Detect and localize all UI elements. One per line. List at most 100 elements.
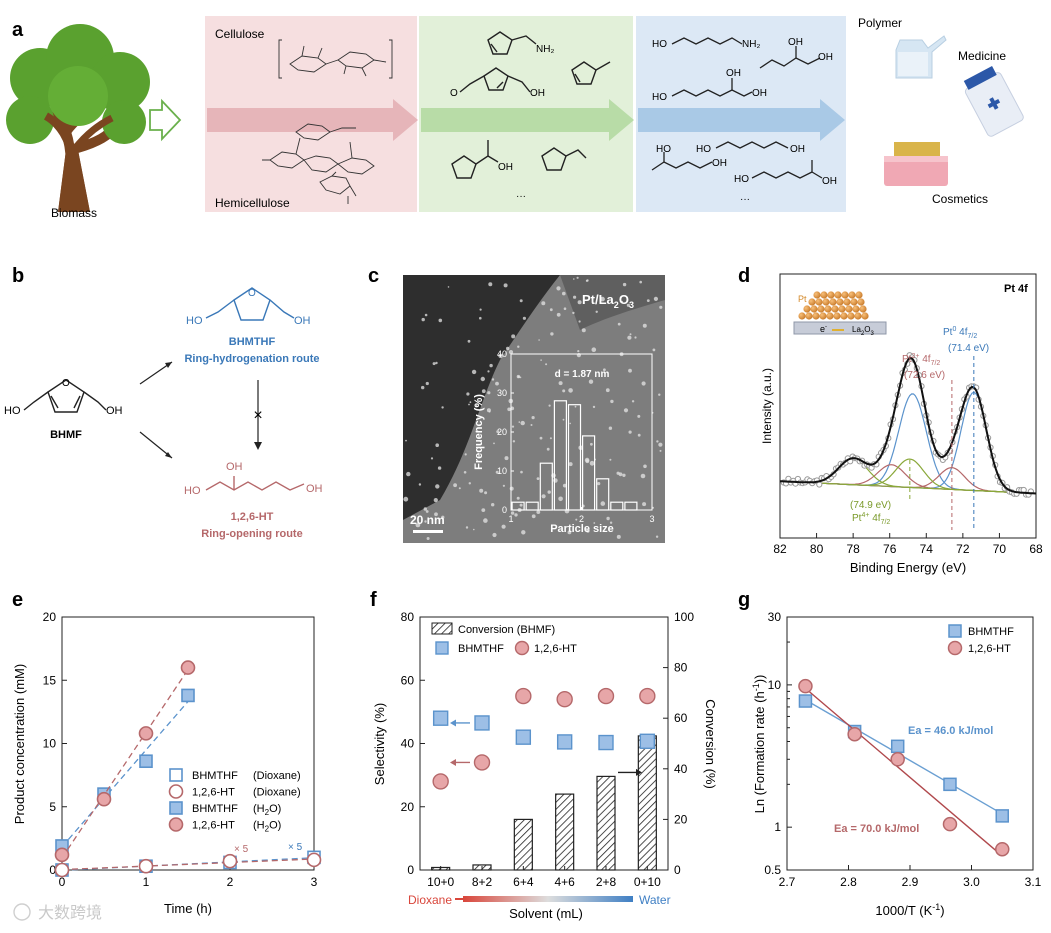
ht-ho: HO xyxy=(184,485,201,497)
inset-xtick-label: 2 xyxy=(579,514,584,524)
d-xtick-label: 82 xyxy=(773,542,787,556)
particle xyxy=(573,295,577,299)
ht-point xyxy=(432,773,449,790)
particle xyxy=(591,347,597,353)
e-ytick-label: 20 xyxy=(43,610,57,624)
f-arrowhead xyxy=(450,758,456,766)
particle xyxy=(577,350,580,353)
particle xyxy=(434,512,438,517)
furfurylamine-molecule xyxy=(487,31,537,55)
histogram-bar xyxy=(553,400,568,511)
pt-label: Pt xyxy=(798,294,807,304)
particle xyxy=(519,299,523,303)
bhmthf-molecule xyxy=(205,287,295,321)
particle xyxy=(441,406,444,409)
particle xyxy=(548,404,551,407)
f-xtick-label: 8+2 xyxy=(472,875,493,889)
furoic-oh-label: OH xyxy=(498,162,513,173)
particle xyxy=(425,510,429,513)
particle xyxy=(536,510,541,514)
particle xyxy=(637,433,641,437)
pentanediol2-molecule xyxy=(651,152,713,171)
e-fit-line xyxy=(61,669,189,859)
particle xyxy=(589,460,595,466)
ht-point xyxy=(473,754,491,771)
d-xtick-label: 76 xyxy=(883,542,897,556)
particle xyxy=(403,496,409,502)
solvent-gradient-bar xyxy=(463,896,633,902)
e-fit-line xyxy=(61,857,315,871)
legend-solvent: (Dioxane) xyxy=(253,787,301,799)
particle xyxy=(617,322,621,326)
bhmf-oh: OH xyxy=(106,405,123,417)
particle xyxy=(479,488,484,493)
particle xyxy=(471,369,477,375)
particle xyxy=(569,422,571,425)
e-plot: 0 1 2 3 0 5 10 15 20 xyxy=(43,610,322,889)
inset-ytick-label: 10 xyxy=(497,466,507,476)
bhmthf-o: O xyxy=(248,288,256,299)
d-xtick-label: 72 xyxy=(956,542,970,556)
particle xyxy=(658,393,661,396)
particle xyxy=(492,532,497,538)
pt-ball xyxy=(820,291,828,299)
ht-point xyxy=(639,687,656,705)
particle xyxy=(437,466,442,470)
e-frame xyxy=(61,616,315,871)
e-xtick-label: 3 xyxy=(311,875,318,889)
legend-marker xyxy=(948,624,962,638)
conversion-bar xyxy=(555,793,575,871)
f-y2label: Conversion (%) xyxy=(703,699,718,789)
particle xyxy=(600,296,605,302)
particle xyxy=(586,529,590,533)
particle xyxy=(489,363,493,368)
nh2-label: NH₂ xyxy=(536,44,554,55)
pt-ball xyxy=(826,312,834,320)
particle xyxy=(609,458,612,461)
particle xyxy=(640,473,646,479)
particle xyxy=(631,400,635,403)
conversion-bar xyxy=(637,735,657,871)
subscript: 2 xyxy=(265,825,270,834)
particle xyxy=(508,350,514,355)
pt-ball xyxy=(798,312,806,320)
particle xyxy=(433,498,438,503)
f-ytick-label: 60 xyxy=(401,673,415,687)
particle xyxy=(597,482,601,486)
e-data-point xyxy=(222,853,238,869)
bhmthf-point xyxy=(598,734,614,751)
particle xyxy=(655,535,659,538)
g-data-point xyxy=(847,726,862,742)
particle xyxy=(474,404,478,408)
particle xyxy=(491,503,495,507)
particle xyxy=(480,376,485,382)
particle xyxy=(465,526,469,529)
conversion-bar xyxy=(513,818,533,871)
xps-ylabel: Intensity (a.u.) xyxy=(760,368,774,444)
histogram-bar xyxy=(511,501,525,511)
particle xyxy=(502,484,505,487)
g-data-point xyxy=(798,694,813,708)
ho-label-4: HO xyxy=(656,144,671,155)
particle xyxy=(463,471,467,474)
ht-point xyxy=(515,687,532,705)
f-y2tick-label: 20 xyxy=(674,812,688,826)
pink-flow-arrow xyxy=(207,99,418,141)
d-xtick-label: 74 xyxy=(920,542,934,556)
particle xyxy=(507,407,511,412)
oh-label-6: OH xyxy=(790,144,805,155)
g-annot-1: Ea = 46.0 kJ/mol xyxy=(908,725,993,737)
oh-label-8: OH xyxy=(822,176,837,187)
g-data-point xyxy=(890,752,905,767)
panel-label-d: d xyxy=(738,265,750,287)
g-ytick-label: 0.5 xyxy=(764,863,781,877)
g-data-point xyxy=(890,739,905,754)
bhmthf-point xyxy=(432,710,449,726)
particle xyxy=(531,514,536,519)
g-annot-2: Ea = 70.0 kJ/mol xyxy=(834,823,919,835)
e-ytick-label: 15 xyxy=(43,673,57,687)
particle xyxy=(634,336,637,339)
particle xyxy=(530,424,533,426)
e-data-point xyxy=(138,726,154,741)
g-xtick-label: 2.8 xyxy=(840,875,857,889)
